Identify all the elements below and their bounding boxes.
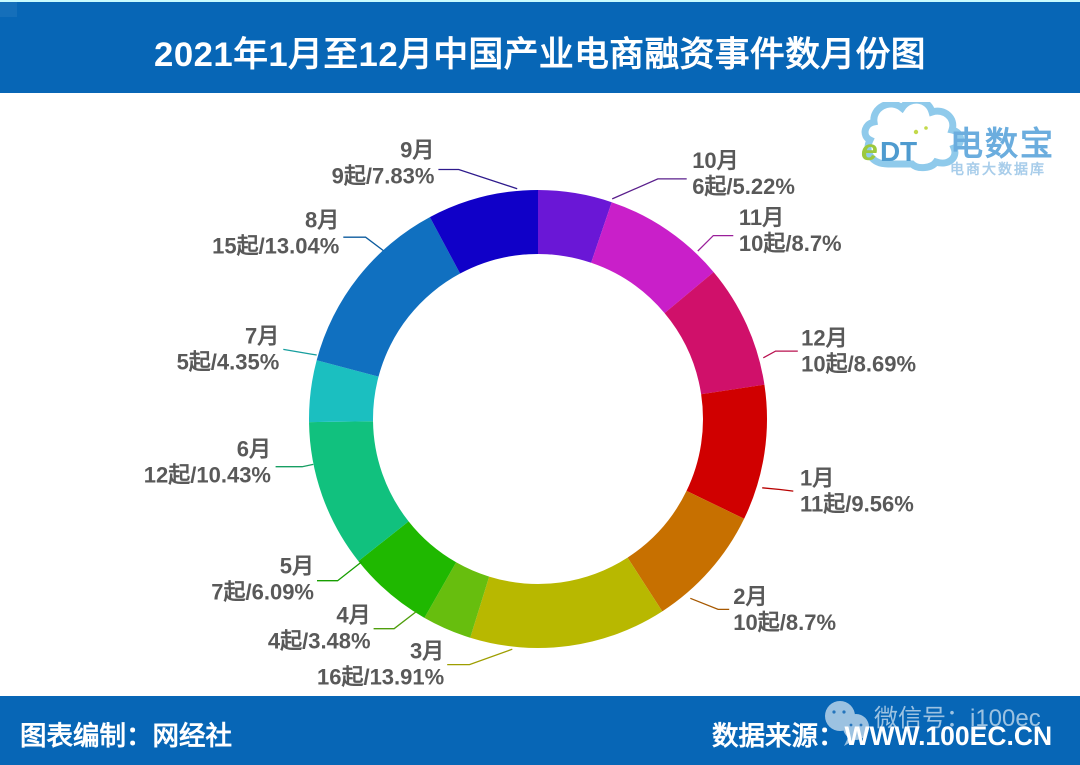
svg-text:10月: 10月 bbox=[692, 148, 738, 173]
svg-text:10起/8.7%: 10起/8.7% bbox=[733, 610, 836, 635]
svg-text:10起/8.7%: 10起/8.7% bbox=[739, 231, 842, 256]
svg-text:4月: 4月 bbox=[336, 603, 370, 628]
svg-text:8月: 8月 bbox=[305, 207, 339, 232]
svg-text:15起/13.04%: 15起/13.04% bbox=[212, 233, 339, 258]
svg-text:12起/10.43%: 12起/10.43% bbox=[144, 463, 271, 488]
svg-text:12月: 12月 bbox=[801, 325, 847, 350]
svg-text:4起/3.48%: 4起/3.48% bbox=[268, 629, 371, 654]
svg-text:6月: 6月 bbox=[237, 437, 271, 462]
svg-text:9起/7.83%: 9起/7.83% bbox=[332, 163, 435, 188]
svg-text:6起/5.22%: 6起/5.22% bbox=[692, 174, 795, 199]
svg-text:16起/13.91%: 16起/13.91% bbox=[317, 665, 444, 690]
svg-text:9月: 9月 bbox=[400, 137, 434, 162]
svg-text:2月: 2月 bbox=[733, 584, 767, 609]
svg-text:3月: 3月 bbox=[410, 639, 444, 664]
svg-text:7起/6.09%: 7起/6.09% bbox=[211, 580, 314, 605]
svg-text:5起/4.35%: 5起/4.35% bbox=[177, 349, 280, 374]
svg-text:7月: 7月 bbox=[245, 323, 279, 348]
svg-text:10起/8.69%: 10起/8.69% bbox=[801, 351, 916, 376]
svg-text:11起/9.56%: 11起/9.56% bbox=[800, 491, 914, 516]
svg-text:5月: 5月 bbox=[280, 554, 314, 579]
svg-text:1月: 1月 bbox=[800, 465, 834, 490]
svg-text:11月: 11月 bbox=[739, 205, 784, 230]
